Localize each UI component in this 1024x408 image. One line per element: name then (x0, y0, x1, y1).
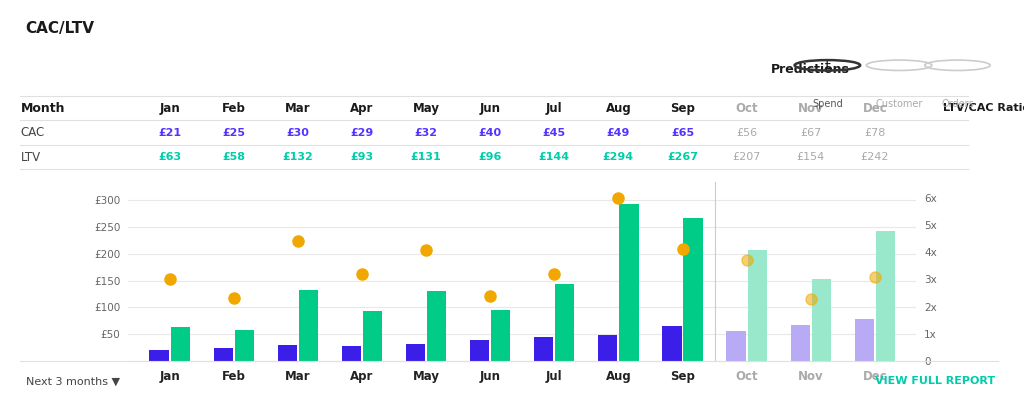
Text: £30: £30 (287, 128, 309, 137)
Text: £21: £21 (158, 128, 181, 137)
Text: £294: £294 (603, 152, 634, 162)
Text: Next 3 months ▼: Next 3 months ▼ (26, 377, 120, 386)
Bar (171, 327, 189, 361)
Text: £29: £29 (350, 128, 374, 137)
Bar (876, 231, 895, 361)
Text: £144: £144 (539, 152, 569, 162)
Bar (234, 330, 254, 361)
Bar (299, 290, 318, 361)
Bar (470, 339, 489, 361)
Text: £25: £25 (222, 128, 246, 137)
Bar (812, 279, 830, 361)
Text: Apr: Apr (350, 102, 374, 115)
Bar (620, 204, 639, 361)
Bar (492, 310, 510, 361)
Text: £207: £207 (732, 152, 761, 162)
Text: Jul: Jul (546, 102, 562, 115)
Text: Month: Month (20, 102, 65, 115)
Text: £242: £242 (860, 152, 889, 162)
Text: £65: £65 (671, 128, 694, 137)
Text: Sep: Sep (670, 102, 695, 115)
Text: £267: £267 (667, 152, 698, 162)
Text: £154: £154 (797, 152, 825, 162)
Text: £131: £131 (411, 152, 441, 162)
Text: £67: £67 (800, 128, 821, 137)
Bar (555, 284, 574, 361)
Text: £56: £56 (736, 128, 757, 137)
Text: Jan: Jan (160, 102, 180, 115)
Text: Predictions: Predictions (771, 63, 850, 76)
Text: £132: £132 (283, 152, 313, 162)
Text: Dec: Dec (862, 102, 887, 115)
Bar (791, 325, 810, 361)
Bar (342, 346, 361, 361)
Text: Mar: Mar (285, 102, 310, 115)
Bar (362, 311, 382, 361)
Text: VIEW FULL REPORT: VIEW FULL REPORT (876, 377, 995, 386)
Text: £45: £45 (543, 128, 566, 137)
Text: Aug: Aug (605, 102, 631, 115)
Text: £78: £78 (864, 128, 886, 137)
Text: CAC: CAC (20, 126, 45, 139)
Text: £: £ (823, 58, 831, 72)
Text: Spend: Spend (812, 99, 843, 109)
Text: Jun: Jun (479, 102, 501, 115)
Bar (683, 218, 702, 361)
Text: Customer: Customer (876, 99, 923, 109)
Text: Oct: Oct (735, 102, 758, 115)
Bar (748, 250, 767, 361)
Text: £96: £96 (478, 152, 502, 162)
Bar (214, 348, 232, 361)
Text: Nov: Nov (798, 102, 823, 115)
Bar (855, 319, 873, 361)
Bar (663, 326, 682, 361)
Text: Orders: Orders (941, 99, 974, 109)
Text: £49: £49 (606, 128, 630, 137)
Bar (598, 335, 617, 361)
Bar (427, 291, 446, 361)
Bar (278, 345, 297, 361)
Bar (535, 337, 553, 361)
Bar (150, 350, 169, 361)
Text: May: May (413, 102, 439, 115)
Bar (726, 331, 745, 361)
Text: £40: £40 (478, 128, 502, 137)
Text: £63: £63 (158, 152, 181, 162)
Text: LTV: LTV (20, 151, 41, 164)
Text: £58: £58 (222, 152, 246, 162)
Text: CAC/LTV: CAC/LTV (26, 21, 94, 36)
Bar (406, 344, 425, 361)
Text: Feb: Feb (222, 102, 246, 115)
Text: LTV/CAC Ratio: LTV/CAC Ratio (943, 103, 1024, 113)
Text: £32: £32 (415, 128, 437, 137)
Text: £93: £93 (350, 152, 374, 162)
